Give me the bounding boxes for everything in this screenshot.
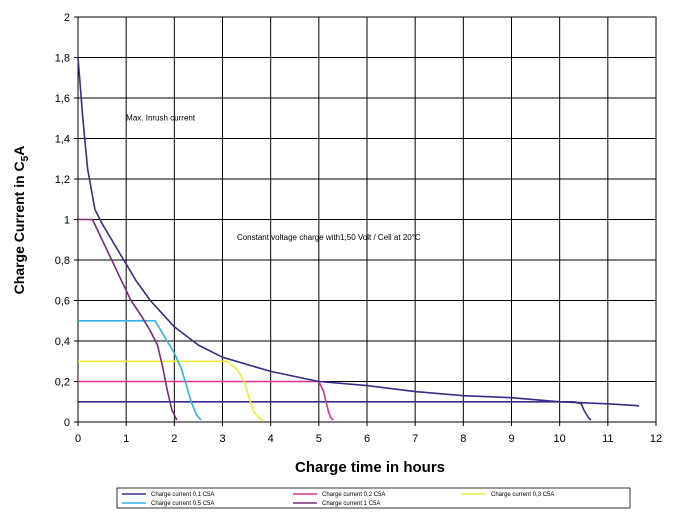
annotations: Max. Inrush current Constant voltage char… (126, 113, 421, 241)
legend-label: Charge current 0,1 C5A (151, 492, 214, 498)
y-axis-title-subscript: 5 (20, 155, 31, 161)
y-tick-label: 0 (64, 417, 70, 429)
x-tick-label: 12 (650, 433, 662, 445)
x-tick-label: 4 (268, 433, 274, 445)
x-tick-label: 9 (508, 433, 514, 445)
y-tick-label: 1,2 (55, 174, 70, 186)
legend-label: Charge current 0,3 C5A (491, 492, 554, 498)
y-tick-label: 1,4 (55, 134, 70, 146)
y-tick-label: 0,2 (55, 377, 70, 389)
y-tick-label: 1,6 (55, 93, 70, 105)
y-tick-label: 1 (64, 215, 70, 227)
annotation-label: Constant voltage charge with1,50 Volt / … (237, 233, 421, 242)
y-tick-label: 1,8 (55, 53, 70, 65)
y-axis-title-main: Charge Current in C (11, 161, 27, 294)
series-line-3 (78, 360, 264, 421)
y-tick-label: 0,4 (55, 336, 70, 348)
legend-box (116, 487, 631, 509)
series-line-4 (78, 320, 202, 421)
y-tick-label: 0,6 (55, 296, 70, 308)
x-tick-label: 1 (123, 433, 129, 445)
x-tick-label: 2 (171, 433, 177, 445)
y-axis-title: Charge Current in C5A (11, 146, 31, 295)
legend-label: Charge current 0,5 C5A (151, 501, 214, 507)
legend-label: Charge current 1 C5A (322, 501, 380, 507)
series-line-1 (78, 401, 592, 421)
annotation-label: Max. Inrush current (126, 113, 196, 122)
x-tick-label: 5 (316, 433, 322, 445)
legend: Charge current 0,1 C5A Charge current 0,2… (116, 487, 631, 509)
y-axis-title-tail: A (11, 146, 27, 156)
x-tick-label: 8 (460, 433, 466, 445)
x-axis-title: Charge time in hours (295, 459, 445, 476)
series-line-2 (78, 380, 334, 421)
x-axis-ticks: 0 1 2 3 4 5 6 7 8 9 10 11 12 (75, 422, 662, 445)
x-tick-label: 3 (219, 433, 225, 445)
series-line-6 (77, 57, 640, 407)
series-line-5 (78, 218, 178, 421)
x-tick-label: 7 (412, 433, 418, 445)
x-tick-label: 11 (602, 433, 613, 445)
y-tick-label: 0,8 (55, 255, 70, 267)
y-axis-ticks: 0 0,2 0,4 0,6 0,8 1 1,2 1,4 1,6 1,8 2 (55, 12, 78, 429)
y-tick-label: 2 (64, 12, 70, 24)
series-lines (77, 57, 640, 421)
x-tick-label: 6 (364, 433, 370, 445)
x-tick-label: 0 (75, 433, 81, 445)
legend-label: Charge current 0,2 C5A (322, 492, 385, 498)
x-tick-label: 10 (554, 433, 566, 445)
